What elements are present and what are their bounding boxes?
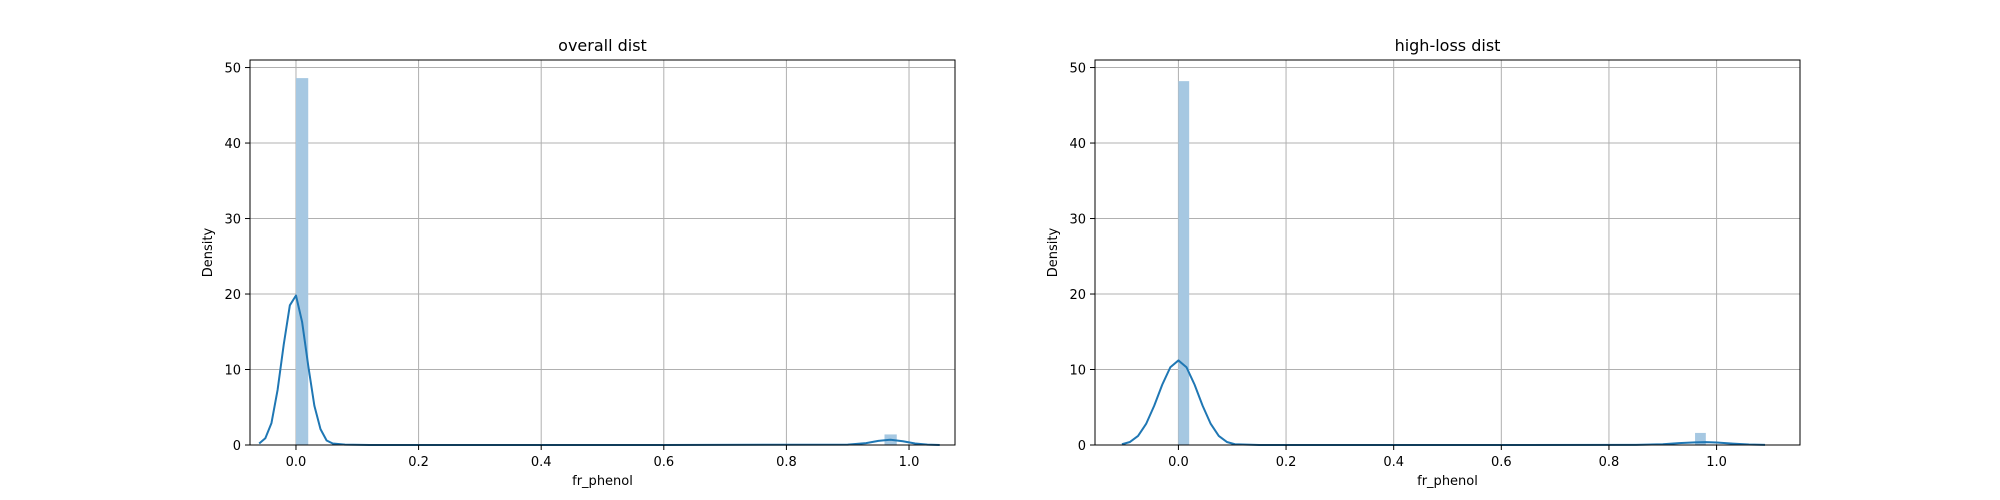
overall-dist-x-tick-label: 0.0 <box>286 455 307 470</box>
high-loss-dist-x-tick-label: 0.6 <box>1491 455 1512 470</box>
overall-dist-x-axis-label: fr_phenol <box>572 474 633 489</box>
high-loss-dist-y-tick-label: 30 <box>1069 213 1086 228</box>
high-loss-dist-bars <box>1178 81 1706 445</box>
overall-dist-hist-bar <box>295 78 309 445</box>
overall-dist-axes-frame <box>249 59 956 446</box>
overall-dist-x-tick-label: 0.6 <box>653 455 674 470</box>
overall-dist-kde-line <box>258 294 940 446</box>
high-loss-dist-y-tick-label: 20 <box>1069 288 1086 303</box>
high-loss-dist-hist-bar <box>1695 432 1706 445</box>
high-loss-dist-panel: 0.0 0.2 0.4 0.6 0.8 1.0 0 10 20 30 40 50 high-loss… <box>1046 36 1801 489</box>
overall-dist-y-ticks: 0 10 20 30 40 50 <box>224 62 250 454</box>
high-loss-dist-x-axis-label: fr_phenol <box>1417 474 1478 489</box>
overall-dist-y-tick-label: 10 <box>224 364 241 379</box>
high-loss-dist-y-tick-label: 10 <box>1069 364 1086 379</box>
high-loss-dist-x-tick-label: 0.0 <box>1168 455 1189 470</box>
high-loss-dist-title: high-loss dist <box>1395 36 1501 55</box>
high-loss-dist-y-tick-label: 40 <box>1069 137 1086 152</box>
high-loss-dist-x-tick-label: 0.2 <box>1276 455 1297 470</box>
overall-dist-kde <box>258 294 940 446</box>
overall-dist-y-axis-label: Density <box>201 227 216 277</box>
high-loss-dist-axes-frame <box>1094 59 1801 446</box>
overall-dist-panel: 0.0 0.2 0.4 0.6 0.8 1.0 0 10 20 30 40 50 overall d… <box>201 36 956 489</box>
high-loss-dist-y-ticks: 0 10 20 30 40 50 <box>1069 62 1095 454</box>
overall-dist-y-tick-label: 50 <box>224 62 241 77</box>
high-loss-dist-y-tick-label: 50 <box>1069 62 1086 77</box>
high-loss-dist-x-tick-label: 0.4 <box>1383 455 1404 470</box>
overall-dist-title: overall dist <box>558 36 647 55</box>
overall-dist-x-tick-label: 1.0 <box>899 455 920 470</box>
overall-dist-y-tick-label: 30 <box>224 213 241 228</box>
overall-dist-y-tick-label: 0 <box>233 439 241 454</box>
high-loss-dist-x-tick-label: 1.0 <box>1706 455 1727 470</box>
overall-dist-y-tick-label: 40 <box>224 137 241 152</box>
overall-dist-x-tick-label: 0.2 <box>408 455 429 470</box>
high-loss-dist-x-ticks: 0.0 0.2 0.4 0.6 0.8 1.0 <box>1168 445 1727 470</box>
overall-dist-x-tick-label: 0.4 <box>531 455 552 470</box>
high-loss-dist-y-tick-label: 0 <box>1078 439 1086 454</box>
high-loss-dist-y-axis-label: Density <box>1046 227 1061 277</box>
high-loss-dist-x-tick-label: 0.8 <box>1599 455 1620 470</box>
high-loss-dist-kde-line <box>1121 359 1766 446</box>
overall-dist-x-ticks: 0.0 0.2 0.4 0.6 0.8 1.0 <box>286 445 920 470</box>
high-loss-dist-hist-bar <box>1178 81 1190 445</box>
high-loss-dist-kde <box>1121 359 1766 446</box>
overall-dist-y-tick-label: 20 <box>224 288 241 303</box>
overall-dist-x-tick-label: 0.8 <box>776 455 797 470</box>
